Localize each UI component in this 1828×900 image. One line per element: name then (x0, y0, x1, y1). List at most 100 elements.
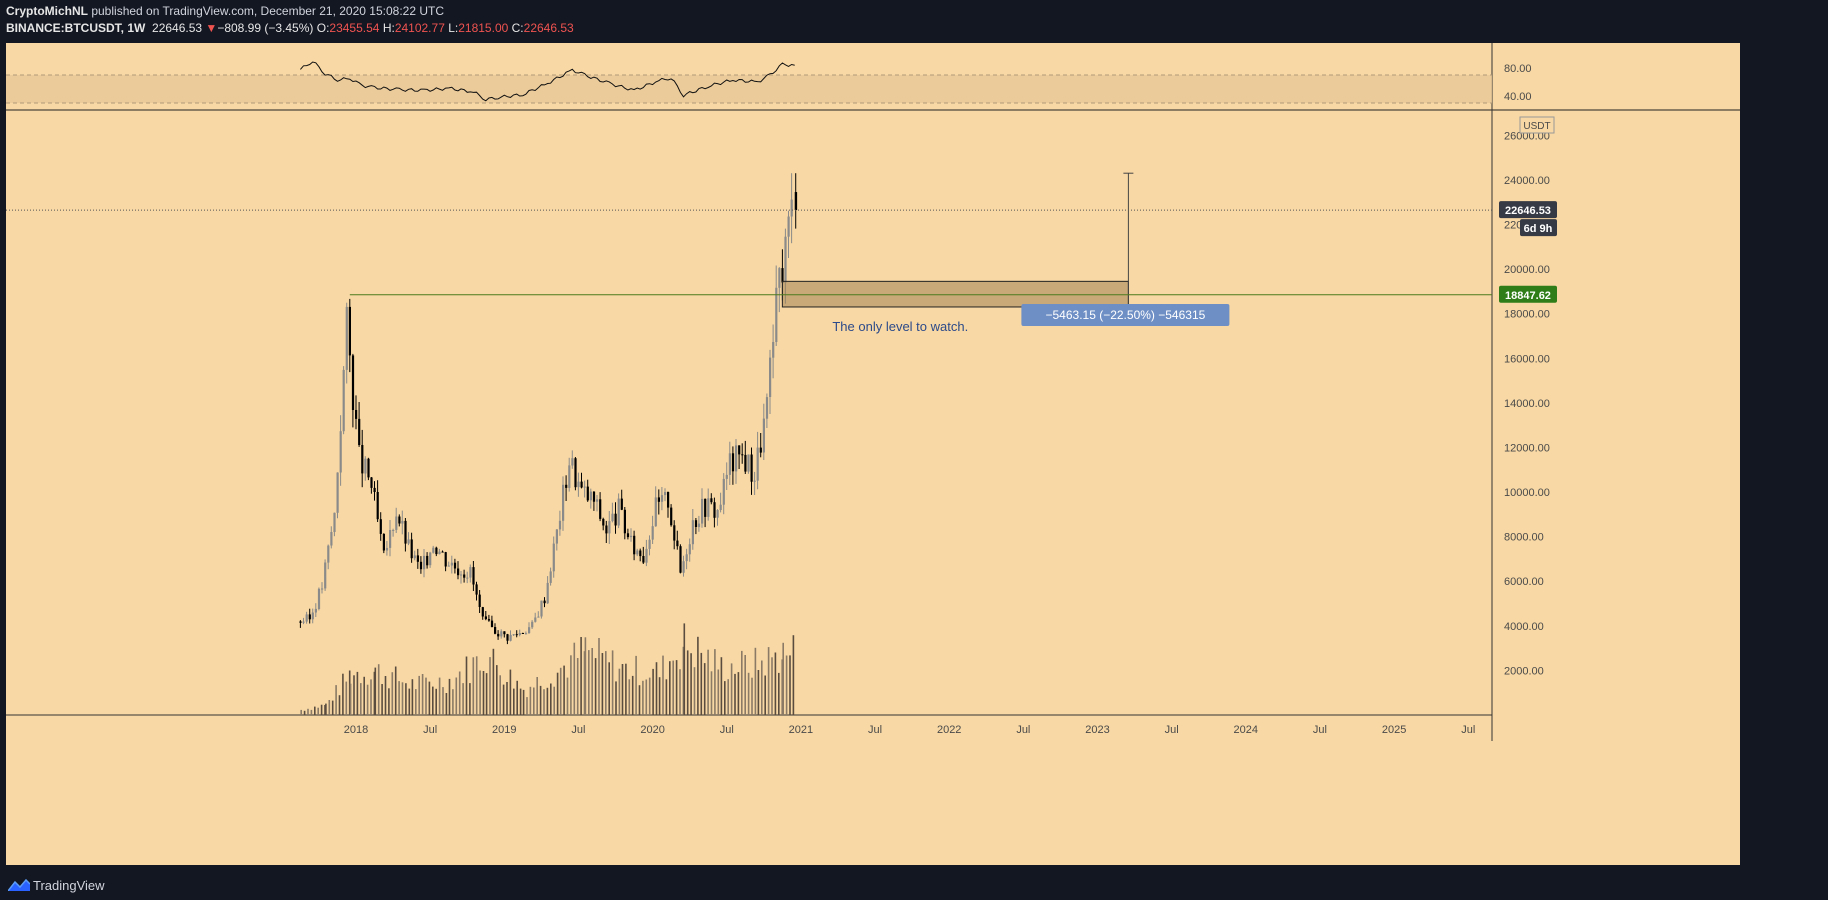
publisher-name[interactable]: CryptoMichNL (6, 4, 88, 18)
time-tick-label: 2022 (937, 724, 961, 736)
candle-body (568, 465, 571, 488)
symbol-label: BINANCE:BTCUSDT, 1W (6, 21, 146, 35)
candle-body (750, 454, 753, 482)
candle-body (398, 516, 401, 524)
candle-body (308, 614, 311, 620)
volume-bar (658, 677, 661, 715)
volume-bar (381, 684, 383, 715)
price-tick-label: 20000.00 (1504, 264, 1550, 276)
volume-bar (648, 677, 651, 715)
price-tick-label: 16000.00 (1504, 353, 1550, 365)
candle-body (494, 627, 497, 634)
volume-bar (485, 673, 488, 715)
high-value: 24102.77 (394, 21, 445, 35)
volume-bar (767, 647, 770, 715)
candle-body (571, 458, 574, 466)
candle-body (667, 492, 670, 508)
candle-body (574, 458, 577, 488)
volume-bar (384, 676, 387, 715)
candle-body (648, 539, 651, 549)
volume-bar (730, 663, 733, 715)
candle-body (531, 621, 534, 628)
countdown-label: 6d 9h (1524, 223, 1553, 235)
candle-body (633, 535, 636, 555)
time-tick-label: 2018 (344, 724, 368, 736)
volume-bar (669, 661, 671, 715)
volume-bar (307, 708, 309, 715)
down-arrow-icon: ▼ (205, 21, 218, 35)
volume-bar (573, 642, 576, 715)
volume-bar (342, 673, 344, 715)
candle-body (769, 357, 772, 397)
measure-label-box (1021, 303, 1230, 326)
candle-body (379, 519, 382, 534)
candle-body (657, 497, 660, 502)
volume-bar (394, 666, 397, 715)
candle-body (617, 498, 620, 526)
volume-bar (482, 671, 485, 715)
volume-bar (563, 665, 565, 715)
volume-bar (462, 683, 464, 715)
volume-bar (536, 677, 538, 715)
level-badge-label: 18847.62 (1505, 290, 1551, 302)
candle-body (382, 533, 385, 551)
volume-bar (621, 664, 624, 715)
volume-bar (757, 670, 760, 715)
volume-bar (324, 705, 326, 715)
measure-label: −5463.15 (−22.50%) −546315 (1045, 308, 1205, 322)
volume-bar (559, 667, 562, 715)
candle-body (636, 550, 639, 555)
btc-weekly-chart[interactable]: 40.00 80.00 −5463.15 (−22.50%) −546315 The … (6, 43, 1740, 865)
price-tick-label: 24000.00 (1504, 175, 1550, 187)
volume-bar (418, 675, 420, 715)
volume-bar (411, 679, 414, 715)
candle-body (487, 619, 491, 621)
volume-bar (683, 623, 686, 715)
candle-body (639, 550, 642, 557)
volume-bar (405, 683, 407, 715)
volume-bar (727, 679, 729, 715)
volume-bar (744, 655, 746, 715)
candle-body (583, 486, 586, 488)
candle-body (324, 562, 327, 589)
volume-bar (546, 687, 549, 715)
annotation-text: The only level to watch. (832, 319, 968, 334)
volume-bar (638, 685, 641, 715)
volume-bar (442, 687, 444, 715)
volume-bar (717, 669, 720, 715)
candle-body (327, 545, 330, 563)
tradingview-logo-icon[interactable] (8, 879, 30, 891)
time-tick-label: Jul (1461, 724, 1475, 736)
candle-body (484, 616, 487, 620)
candle-body (447, 565, 450, 567)
volume-bar (472, 657, 475, 715)
volume-bar (605, 651, 607, 715)
candle-body (450, 562, 453, 566)
tradingview-brand[interactable]: TradingView (33, 878, 105, 893)
volume-bar (310, 709, 313, 715)
candle-body (444, 552, 447, 567)
footer-bar: TradingView (0, 870, 1828, 900)
volume-bar (686, 650, 689, 715)
candle-body (744, 454, 747, 472)
volume-bar (317, 707, 319, 715)
candle-body (401, 520, 404, 524)
price-tick-label: 6000.00 (1504, 576, 1544, 588)
volume-bar (349, 683, 352, 715)
price-tick-label: 8000.00 (1504, 532, 1544, 544)
candle-body (676, 540, 679, 547)
volume-bar (588, 650, 590, 715)
chart-area[interactable]: 40.00 80.00 −5463.15 (−22.50%) −546315 The … (6, 43, 1740, 865)
candle-body (426, 555, 429, 566)
candle-body (364, 458, 367, 474)
volume-bar (771, 657, 773, 715)
price-tick-label: 2000.00 (1504, 665, 1544, 677)
open-label: O: (316, 21, 330, 35)
volume-bar (792, 635, 795, 715)
currency-tag (1519, 116, 1555, 134)
volume-bar (452, 689, 454, 715)
volume-bar (543, 689, 545, 715)
time-tick-label: Jul (720, 724, 734, 736)
candle-body (630, 535, 633, 538)
volume-bar (513, 688, 515, 715)
